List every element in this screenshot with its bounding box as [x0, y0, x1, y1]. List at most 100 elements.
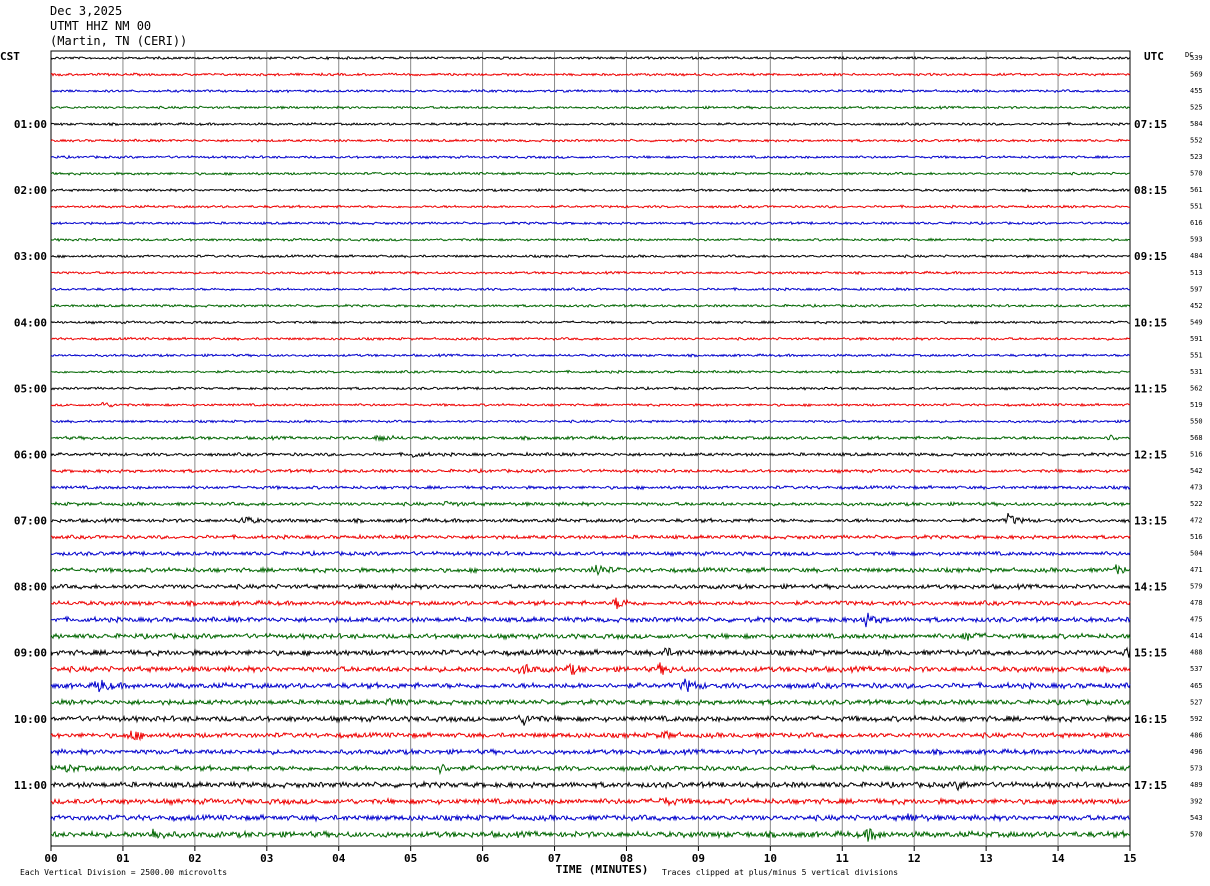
- trace-row-21: [50, 401, 1131, 408]
- dc-offset-label: 516: [1190, 450, 1203, 458]
- dc-offset-label: 475: [1190, 616, 1203, 624]
- trace-row-13: [50, 270, 1131, 276]
- utc-hour-label: 16:15: [1134, 713, 1167, 726]
- trace-row-1: [50, 72, 1131, 77]
- plot-frame: [50, 50, 1131, 847]
- dc-offset-label: 504: [1190, 550, 1203, 558]
- dc-offset-label: 543: [1190, 814, 1203, 822]
- trace-row-23: [50, 434, 1131, 443]
- trace-row-7: [50, 171, 1131, 176]
- trace-row-32: [50, 582, 1131, 591]
- cst-hour-label: 02:00: [14, 184, 47, 197]
- trace-row-5: [50, 138, 1131, 143]
- cst-hour-label: 06:00: [14, 448, 47, 461]
- trace-row-44: [50, 780, 1131, 792]
- trace-row-46: [50, 813, 1131, 823]
- trace-row-35: [50, 631, 1131, 641]
- trace-row-47: [50, 828, 1131, 842]
- trace-row-9: [50, 204, 1131, 209]
- dc-offset-label: 392: [1190, 797, 1203, 805]
- grid-lines: [50, 50, 1131, 851]
- trace-row-34: [50, 612, 1131, 628]
- trace-row-33: [50, 597, 1131, 610]
- dc-offset-label: 569: [1190, 71, 1203, 79]
- dc-offset-label: 592: [1190, 715, 1203, 723]
- trace-row-20: [50, 385, 1131, 391]
- x-tick-label: 07: [548, 852, 561, 865]
- trace-row-25: [50, 467, 1130, 474]
- dc-offset-label: 414: [1190, 632, 1203, 640]
- dc-offset-label: 551: [1190, 203, 1203, 211]
- trace-row-38: [50, 678, 1131, 693]
- trace-row-4: [50, 121, 1131, 127]
- dc-offset-label: 570: [1190, 170, 1203, 178]
- axis-labels: 00 01 02 03 04 05 06 07 08 09 10 11 12 13 14 15 539 569 45…: [14, 54, 1203, 865]
- trace-row-36: [50, 646, 1131, 658]
- trace-row-28: [50, 512, 1131, 525]
- dc-offset-label: 519: [1190, 401, 1203, 409]
- cst-hour-label: 05:00: [14, 382, 47, 395]
- trace-row-27: [50, 500, 1131, 508]
- trace-row-29: [50, 533, 1131, 541]
- dc-offset-label: 568: [1190, 434, 1203, 442]
- x-tick-label: 14: [1051, 852, 1065, 865]
- dc-offset-label: 496: [1190, 748, 1203, 756]
- x-tick-label: 09: [692, 852, 705, 865]
- dc-offset-label: 478: [1190, 599, 1203, 607]
- location-label: (Martin, TN (CERI)): [50, 34, 188, 48]
- left-tz-label: CST: [0, 50, 20, 63]
- trace-row-39: [50, 697, 1131, 707]
- trace-row-22: [50, 419, 1131, 424]
- trace-row-17: [50, 336, 1131, 342]
- trace-row-0: [50, 55, 1131, 61]
- trace-row-24: [50, 451, 1131, 459]
- utc-hour-label: 13:15: [1134, 515, 1167, 528]
- x-tick-label: 04: [332, 852, 346, 865]
- utc-hour-label: 07:15: [1134, 118, 1167, 131]
- utc-hour-label: 12:15: [1134, 448, 1167, 461]
- trace-row-8: [50, 187, 1131, 193]
- cst-hour-label: 01:00: [14, 118, 47, 131]
- cst-hour-label: 08:00: [14, 581, 47, 594]
- trace-row-31: [50, 564, 1131, 577]
- dc-offset-label: 579: [1190, 583, 1203, 591]
- dc-offset-label: 549: [1190, 318, 1203, 326]
- dc-offset-label: 522: [1190, 500, 1203, 508]
- x-tick-label: 06: [476, 852, 490, 865]
- utc-hour-label: 09:15: [1134, 250, 1167, 263]
- utc-hour-label: 15:15: [1134, 647, 1167, 660]
- dc-offset-label: 593: [1190, 236, 1203, 244]
- trace-row-30: [50, 549, 1131, 558]
- dc-offset-label: 455: [1190, 87, 1203, 95]
- x-tick-label: 11: [836, 852, 850, 865]
- dc-label: DC: [1185, 51, 1193, 59]
- trace-row-26: [50, 484, 1131, 491]
- trace-row-45: [50, 797, 1131, 807]
- date-label: Dec 3,2025: [50, 4, 123, 18]
- dc-offset-label: 471: [1190, 566, 1203, 574]
- x-tick-label: 13: [980, 852, 993, 865]
- station-label: UTMT HHZ NM 00: [50, 19, 152, 33]
- cst-hour-label: 04:00: [14, 316, 47, 329]
- dc-offset-label: 616: [1190, 219, 1203, 227]
- trace-row-42: [50, 747, 1131, 757]
- x-tick-label: 01: [116, 852, 130, 865]
- x-tick-label: 00: [44, 852, 57, 865]
- utc-hour-label: 08:15: [1134, 184, 1167, 197]
- dc-offset-label: 465: [1190, 682, 1203, 690]
- scale-note: Each Vertical Division = 2500.00 microvo…: [20, 868, 227, 877]
- dc-offset-label: 486: [1190, 731, 1203, 739]
- dc-offset-label: 488: [1190, 649, 1203, 657]
- trace-row-18: [50, 352, 1131, 358]
- trace-row-14: [50, 286, 1131, 292]
- dc-offset-label: 573: [1190, 764, 1203, 772]
- dc-offset-label: 523: [1190, 153, 1203, 161]
- utc-hour-label: 11:15: [1134, 382, 1167, 395]
- dc-offset-label: 527: [1190, 698, 1203, 706]
- trace-row-6: [50, 154, 1131, 160]
- dc-offset-label: 525: [1190, 104, 1203, 112]
- dc-offset-label: 561: [1190, 186, 1203, 194]
- x-axis-title: TIME (MINUTES): [556, 863, 649, 876]
- x-tick-label: 08: [620, 852, 633, 865]
